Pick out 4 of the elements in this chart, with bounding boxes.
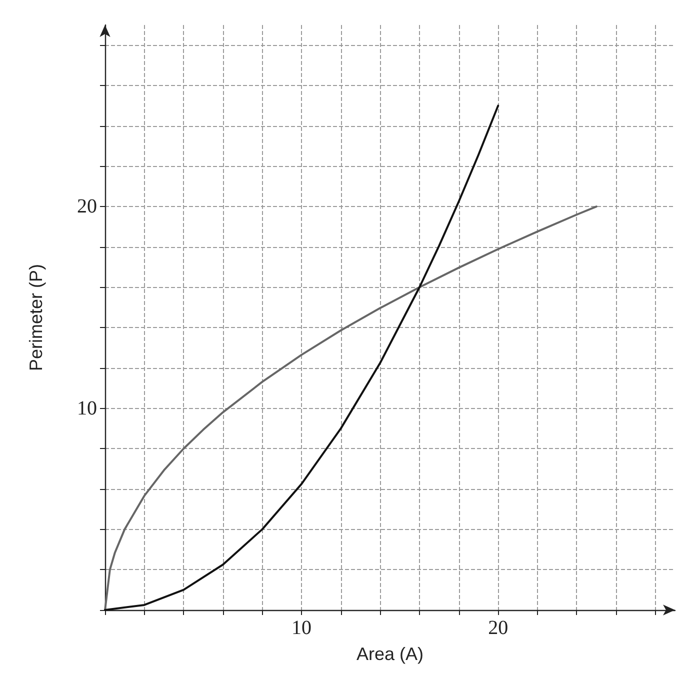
- line-series: [104, 206, 598, 611]
- line-series: [104, 104, 500, 611]
- x-axis-title: Area (A): [356, 644, 424, 664]
- y-axis-title: Perimeter (P): [26, 264, 46, 372]
